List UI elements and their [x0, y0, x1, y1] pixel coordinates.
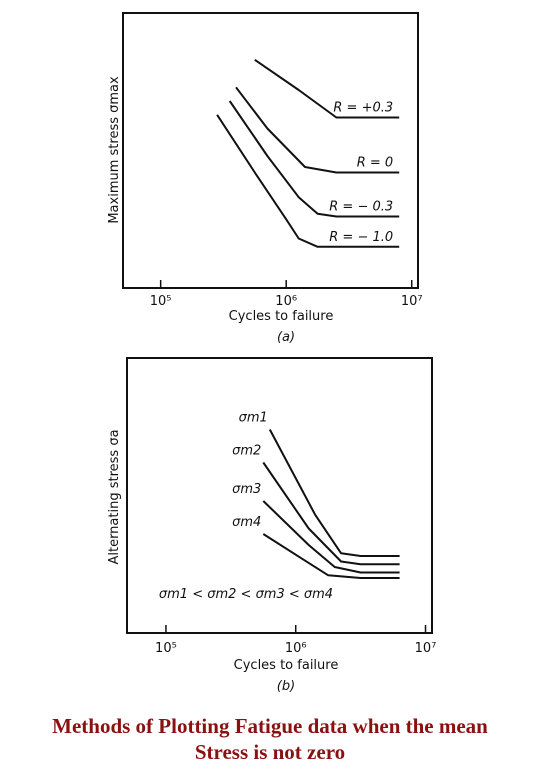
- caption-line-1: Methods of Plotting Fatigue data when th…: [52, 714, 488, 738]
- curve-labels: R = +0.3 R = 0 R = − 0.3 R = − 1.0: [329, 101, 393, 245]
- curve-labels: σm1 σm2 σm3 σm4: [232, 411, 268, 531]
- y-axis-label: Alternating stress σa: [107, 429, 122, 564]
- x-ticks: [165, 625, 427, 633]
- x-tick-labels: 10⁵ 10⁶ 10⁷: [150, 294, 423, 309]
- chart-sublabel: (a): [277, 330, 295, 345]
- x-axis-label: Cycles to failure: [229, 309, 334, 324]
- chart-b: 10⁵ 10⁶ 10⁷ σm1 σm2 σm3 σm4 σm1 < σm2 < σm3 <…: [107, 357, 436, 694]
- series-lines: [216, 58, 400, 248]
- curve-label-0: R = +0.3: [333, 101, 393, 116]
- plot-frame: [122, 12, 419, 289]
- series-lines: [262, 429, 400, 579]
- series-line-3: [262, 533, 400, 579]
- series-line-0: [268, 429, 400, 557]
- x-tick-label-0: 10⁵: [155, 641, 177, 656]
- plot-frame: [126, 357, 433, 634]
- series-line-2: [228, 100, 400, 218]
- chart-sublabel: (b): [277, 679, 295, 694]
- x-tick-label-0: 10⁵: [150, 294, 172, 309]
- x-tick-label-2: 10⁷: [401, 294, 423, 309]
- series-line-2: [262, 500, 400, 574]
- x-axis-label: Cycles to failure: [234, 658, 339, 673]
- x-tick-label-1: 10⁶: [285, 641, 307, 656]
- series-line-1: [262, 461, 400, 566]
- inequality-annotation: σm1 < σm2 < σm3 < σm4: [159, 587, 333, 602]
- curve-label-1: σm2: [232, 444, 261, 459]
- series-line-0: [254, 58, 400, 119]
- x-tick-label-1: 10⁶: [275, 294, 297, 309]
- x-ticks: [159, 280, 413, 288]
- curve-label-3: R = − 1.0: [329, 230, 393, 245]
- series-line-1: [235, 86, 400, 174]
- caption-line-2: Stress is not zero: [194, 740, 346, 764]
- y-axis-label: Maximum stress σmax: [107, 76, 122, 224]
- curve-label-1: R = 0: [357, 156, 393, 171]
- curve-label-2: R = − 0.3: [329, 200, 393, 215]
- curve-label-3: σm4: [232, 515, 261, 530]
- figure-caption: Methods of Plotting Fatigue data when th…: [0, 713, 540, 765]
- x-tick-labels: 10⁵ 10⁶ 10⁷: [155, 641, 436, 656]
- curve-label-0: σm1: [239, 411, 268, 426]
- x-tick-label-2: 10⁷: [415, 641, 437, 656]
- chart-a: 10⁵ 10⁶ 10⁷ R = +0.3 R = 0 R = − 0.3 R = − 1.…: [107, 12, 423, 345]
- series-line-3: [216, 114, 400, 248]
- curve-label-2: σm3: [232, 482, 261, 497]
